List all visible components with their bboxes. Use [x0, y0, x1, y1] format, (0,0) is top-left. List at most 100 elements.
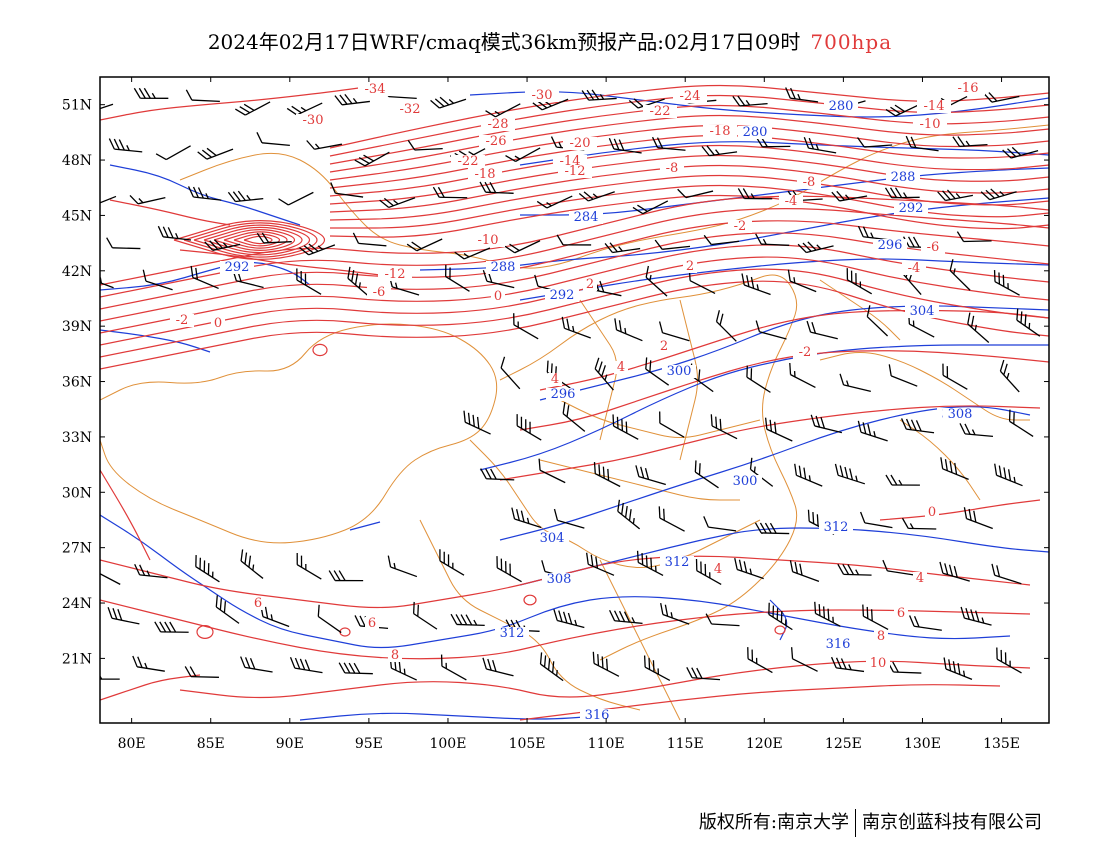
temperature-label-bg [874, 630, 888, 643]
wind-barb [942, 363, 968, 390]
wind-barb [617, 499, 641, 530]
temperature-label: -10 [478, 233, 499, 248]
height-label: 288 [491, 260, 516, 275]
height-label: 312 [824, 520, 849, 535]
temperature-label: -10 [920, 117, 941, 132]
height-label: 296 [878, 238, 903, 253]
temperature-label: -8 [803, 175, 816, 190]
temperature-label-bg [358, 83, 392, 96]
wind-barb [578, 191, 615, 202]
lon-label: 135E [983, 736, 1020, 752]
height-label: 280 [743, 125, 768, 140]
lat-label: 51N [62, 98, 92, 114]
height-label-bg [821, 638, 855, 651]
wind-barb [741, 273, 771, 296]
copyright-right: 南京创蓝科技有限公司 [862, 812, 1042, 833]
wind-barb [937, 189, 974, 202]
height-label-bg [535, 532, 569, 545]
border-line [599, 559, 681, 721]
height-label-bg [495, 627, 529, 640]
wind-barb [235, 101, 271, 116]
lon-label: 100E [429, 736, 466, 752]
lat-label: 39N [62, 319, 92, 335]
temperature-label: -22 [458, 154, 479, 169]
wind-barb [581, 89, 617, 101]
wind-barb [479, 181, 514, 194]
wind-barb [450, 613, 485, 627]
border-line [679, 299, 698, 461]
temperature-label-bg [921, 241, 945, 254]
temperature-label-bg [894, 607, 908, 620]
height-label-bg [220, 261, 254, 274]
height-label: 304 [910, 304, 935, 319]
wind-barb [142, 269, 173, 291]
lat-label: 36N [62, 375, 92, 391]
wind-barb [440, 654, 467, 681]
height-label-bg [894, 202, 928, 215]
wind-barb [155, 145, 191, 161]
wind-barb [593, 462, 621, 488]
temperature-label-bg [563, 137, 597, 150]
temperature-contour [100, 268, 1049, 358]
height-label: 296 [551, 387, 576, 402]
wind-barb [500, 356, 521, 390]
wind-barb [256, 132, 290, 147]
height-label: 300 [733, 474, 758, 489]
wind-barb [330, 182, 364, 198]
wind-barb [960, 606, 992, 626]
wind-barb [882, 559, 916, 576]
temperature-contour [203, 226, 303, 254]
wind-barb [454, 247, 491, 260]
wind-barb [703, 516, 737, 532]
height-label-bg [738, 126, 772, 139]
temperature-label-bg [367, 286, 391, 299]
height-contour [479, 344, 1049, 471]
temperature-contour [100, 280, 1049, 370]
wind-barb [215, 595, 240, 624]
temperature-label-bg [643, 105, 677, 118]
lon-label: 125E [825, 736, 862, 752]
temperature-label-bg [728, 220, 752, 233]
wind-barb [715, 310, 737, 342]
temperature-label: 2 [660, 339, 668, 354]
temperature-contour [879, 499, 1041, 521]
wind-barb [133, 87, 169, 99]
lon-label: 105E [509, 736, 546, 752]
temperature-label-bg [170, 314, 194, 327]
wind-barb [227, 190, 264, 203]
temperature-label-bg [525, 89, 559, 102]
wind-barb [536, 195, 573, 209]
temperature-label-bg [711, 563, 725, 576]
wind-barb [862, 604, 889, 630]
wind-barb [686, 667, 721, 681]
wind-barb [695, 559, 722, 586]
wind-barb [888, 364, 918, 387]
height-label-bg [660, 556, 694, 569]
wind-barb [100, 668, 120, 680]
wind-barb [539, 652, 564, 682]
wind-barb [516, 414, 542, 441]
temperature-label: -30 [532, 88, 553, 103]
wind-barb [755, 233, 790, 246]
height-label-bg [905, 305, 939, 318]
temperature-contour [100, 469, 151, 561]
wind-barb [561, 316, 591, 339]
wind-barb [334, 93, 370, 106]
wind-barb [604, 242, 641, 254]
lon-label: 130E [904, 736, 941, 752]
temperature-label-bg [251, 597, 265, 610]
wind-barb [538, 458, 566, 484]
height-contour [100, 329, 211, 353]
wind-barb [732, 95, 768, 107]
temperature-label-bg [660, 162, 684, 175]
wind-barb [956, 231, 992, 243]
footer-divider [855, 809, 856, 837]
temperature-loop [774, 625, 786, 635]
wind-barb [387, 555, 418, 578]
wind-barbs [100, 86, 1041, 682]
height-label-bg [546, 388, 580, 401]
height-label-bg [580, 709, 614, 722]
temperature-contour [329, 154, 1049, 205]
height-label-bg [824, 100, 858, 113]
